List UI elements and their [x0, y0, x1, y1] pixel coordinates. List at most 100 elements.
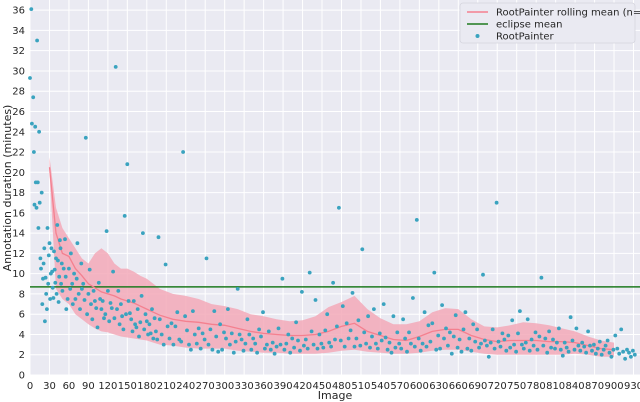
- scatter-point: [59, 261, 64, 266]
- scatter-point: [173, 324, 178, 329]
- scatter-point: [115, 307, 119, 311]
- scatter-point: [261, 310, 265, 315]
- scatter-point: [214, 334, 219, 339]
- scatter-point: [127, 311, 132, 316]
- scatter-point: [53, 280, 58, 285]
- x-tick-label: 540: [371, 381, 390, 392]
- scatter-point: [582, 344, 587, 349]
- scatter-point: [61, 266, 66, 271]
- y-tick-label: 32: [12, 46, 25, 57]
- scatter-point: [533, 330, 538, 335]
- scatter-points: [28, 7, 637, 361]
- scatter-point: [239, 337, 244, 342]
- legend-label-eclipse-mean: eclipse mean: [496, 20, 562, 31]
- scatter-point: [28, 76, 32, 80]
- rolling-mean-band: [49, 157, 614, 357]
- scatter-point: [446, 343, 450, 348]
- scatter-point: [412, 344, 417, 349]
- scatter-point: [391, 314, 396, 319]
- scatter-point: [57, 274, 62, 279]
- scatter-point: [96, 280, 101, 285]
- scatter-point: [597, 339, 602, 344]
- y-tick-label: 20: [12, 168, 25, 179]
- scatter-point: [397, 341, 402, 346]
- scatter-point: [379, 338, 384, 343]
- scatter-point: [364, 341, 368, 346]
- scatter-point: [506, 333, 511, 338]
- scatter-point: [91, 289, 96, 293]
- scatter-point: [514, 349, 518, 354]
- scatter-point: [317, 332, 322, 337]
- scatter-point: [113, 65, 118, 69]
- scatter-point: [562, 340, 567, 345]
- scatter-point: [89, 302, 93, 306]
- scatter-point: [48, 297, 52, 301]
- scatter-point: [46, 253, 51, 258]
- scatter-point: [288, 350, 293, 355]
- scatter-point: [557, 326, 561, 331]
- scatter-point: [368, 345, 372, 350]
- scatter-point: [233, 339, 238, 344]
- x-tick-label: 30: [43, 381, 56, 392]
- scatter-point: [204, 256, 209, 261]
- scatter-point: [43, 275, 48, 280]
- scatter-point: [362, 330, 367, 335]
- scatter-point: [130, 329, 135, 334]
- scatter-point: [154, 329, 158, 334]
- scatter-point: [543, 336, 548, 341]
- x-tick-label: 300: [215, 381, 234, 392]
- scatter-point: [323, 328, 328, 333]
- scatter-point: [35, 38, 39, 43]
- scatter-point: [157, 317, 162, 322]
- x-tick-label: 480: [332, 381, 351, 392]
- scatter-point: [51, 296, 56, 300]
- scatter-point: [159, 332, 164, 337]
- scatter-point: [198, 346, 203, 351]
- scatter-point: [60, 289, 65, 293]
- scatter-point: [348, 328, 353, 333]
- y-tick-label: 34: [12, 26, 25, 37]
- scatter-point: [360, 247, 365, 252]
- scatter-point: [137, 334, 141, 339]
- scatter-point: [196, 326, 201, 331]
- scatter-point: [381, 302, 386, 306]
- scatter-point: [337, 205, 341, 210]
- scatter-point: [75, 241, 80, 246]
- scatter-point: [490, 327, 495, 332]
- scatter-point: [594, 351, 598, 356]
- scatter-point: [72, 271, 76, 276]
- x-tick-label: 660: [449, 381, 468, 392]
- scatter-point: [70, 302, 75, 306]
- scatter-point: [268, 347, 273, 352]
- scatter-point: [43, 319, 47, 324]
- scatter-point: [200, 331, 205, 336]
- scatter-point: [276, 326, 281, 331]
- x-ticks: 0 30 60 90 120 150 180 210 240 270 300 330 360 390 420…: [27, 381, 640, 392]
- scatter-point: [296, 338, 300, 343]
- x-tick-label: 840: [566, 381, 585, 392]
- y-tick-label: 30: [12, 66, 25, 77]
- scatter-point: [80, 287, 84, 291]
- scatter-point: [55, 223, 60, 227]
- scatter-point: [438, 346, 442, 351]
- scatter-point: [403, 336, 407, 341]
- scatter-point: [73, 297, 78, 301]
- scatter-point: [243, 341, 248, 346]
- scatter-point: [405, 349, 409, 354]
- scatter-point: [87, 267, 92, 272]
- scatter-point: [555, 340, 559, 345]
- scatter-point: [432, 270, 437, 275]
- scatter-point: [142, 327, 147, 332]
- scatter-point: [107, 319, 112, 324]
- scatter-point: [502, 337, 507, 342]
- scatter-point: [249, 347, 254, 352]
- scatter-point: [599, 352, 604, 357]
- scatter-point: [255, 350, 259, 355]
- scatter-point: [455, 345, 460, 350]
- scatter-point: [611, 347, 616, 352]
- scatter-point: [305, 346, 310, 351]
- scatter-point: [257, 327, 261, 332]
- scatter-point: [375, 346, 380, 351]
- scatter-point: [298, 348, 302, 353]
